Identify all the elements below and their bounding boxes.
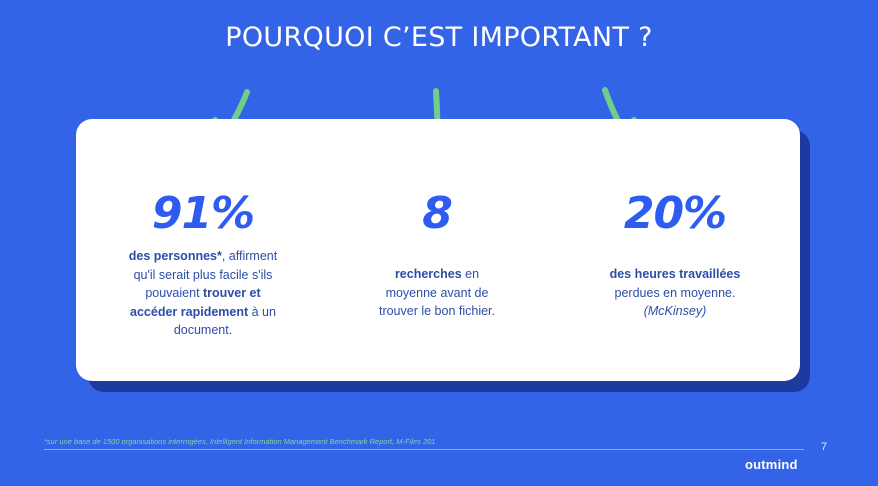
stat-column-1: 91% des personnes*, affirment qu'il serai… — [93, 190, 313, 340]
description-line: trouver le bon fichier. — [327, 302, 547, 321]
stat-column-3: 20% des heures travaillées perdues en moy… — [565, 190, 785, 321]
outmind-logo: outmind — [745, 457, 798, 472]
description-line: perdues en moyenne. — [565, 284, 785, 303]
stats-card — [76, 119, 800, 381]
stat-description: recherches en moyenne avant de trouver le … — [327, 265, 547, 321]
footnote: *sur une base de 1500 organisations inte… — [44, 437, 436, 446]
description-segment: des personnes* — [128, 249, 222, 263]
description-line: des personnes*, affirment — [93, 247, 313, 266]
stat-value: 91% — [151, 188, 255, 239]
description-line: qu'il serait plus facile s'ils — [93, 266, 313, 285]
description-segment: , affirment — [221, 249, 278, 263]
divider — [44, 449, 804, 450]
description-line: accéder rapidement à un — [93, 303, 313, 322]
description-segment: des heures travaillées — [609, 267, 741, 281]
stat-description: des heures travaillées perdues en moyenne… — [565, 265, 785, 321]
description-segment: en — [461, 267, 480, 281]
description-line: pouvaient trouver et — [93, 284, 313, 303]
description-line: document. — [93, 321, 313, 340]
description-segment: trouver le bon fichier. — [378, 304, 496, 318]
description-segment: qu'il serait plus facile s'ils — [133, 267, 273, 282]
description-segment: pouvaient — [145, 286, 204, 300]
description-segment: recherches — [394, 267, 462, 281]
description-segment: document. — [173, 323, 233, 337]
stat-description: des personnes*, affirment qu'il serait pl… — [93, 247, 313, 340]
description-segment: à un — [248, 304, 276, 319]
description-line: des heures travaillées — [565, 265, 785, 284]
stat-value: 20% — [623, 188, 727, 239]
description-line: moyenne avant de — [327, 284, 547, 303]
description-segment: moyenne avant de — [385, 285, 489, 300]
stat-value: 8 — [422, 188, 453, 239]
description-line: recherches en — [327, 265, 547, 284]
description-line: (McKinsey) — [565, 302, 785, 321]
description-segment: trouver et — [203, 286, 261, 300]
stat-column-2: 8 recherches en moyenne avant de trouver l… — [327, 190, 547, 321]
page-number: 7 — [821, 441, 828, 453]
page-title: POURQUOI C’EST IMPORTANT ? — [225, 22, 653, 53]
description-segment: perdues en moyenne. — [614, 285, 736, 300]
description-segment: accéder rapidement — [130, 304, 249, 319]
description-segment: (McKinsey) — [643, 304, 707, 318]
